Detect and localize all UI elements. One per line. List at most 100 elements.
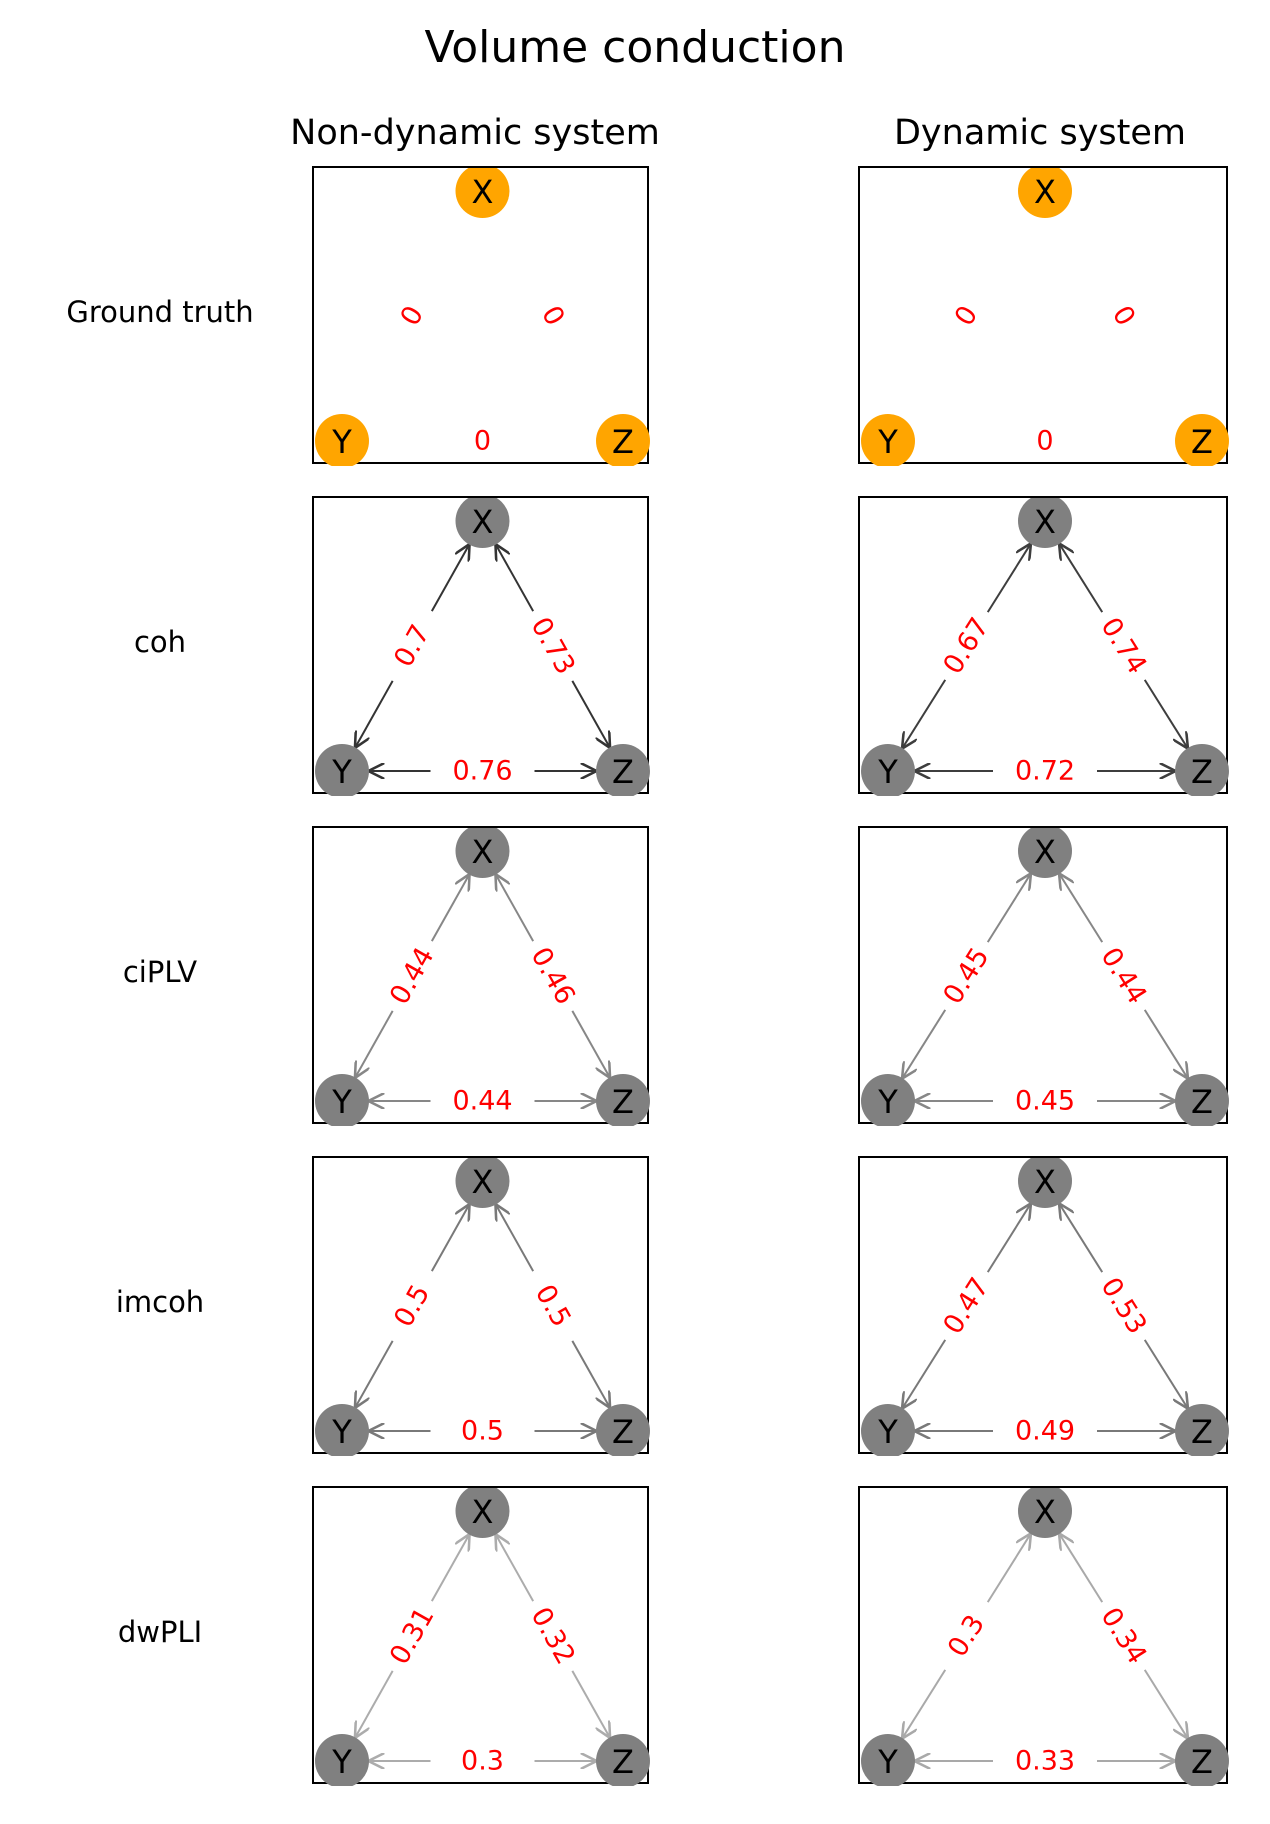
edge-label-yz: 0 — [1036, 426, 1053, 457]
node-label-x: X — [1034, 833, 1056, 871]
node-label-z: Z — [612, 423, 634, 461]
node-y — [315, 744, 369, 796]
edge-label-xy: 0.45 — [937, 942, 995, 1009]
edge-label-yz: 0.33 — [1015, 1746, 1075, 1777]
node-label-x: X — [1034, 1493, 1056, 1531]
network-graph: 0.47 0.53 0.49 X Y Z — [861, 1158, 1229, 1456]
edge-xz-arrow-a — [1060, 545, 1104, 613]
edge-label-xz: 0.74 — [1094, 612, 1152, 679]
node-x — [455, 168, 510, 218]
network-graph: 0.5 0.5 0.5 X Y Z — [315, 1158, 650, 1456]
edge-label-xy: 0.67 — [937, 612, 995, 679]
edge-xy-arrow-b — [356, 1340, 394, 1407]
edge-xy-arrow-a — [986, 1205, 1030, 1273]
node-label-y: Y — [331, 423, 352, 461]
node-y — [861, 414, 915, 466]
edge-label-xy: 0.31 — [384, 1602, 440, 1670]
edge-label-yz: 0.3 — [461, 1746, 504, 1777]
edge-xz-arrow-b — [1143, 1009, 1187, 1077]
node-label-z: Z — [612, 1413, 634, 1451]
node-x — [1018, 1488, 1072, 1538]
node-label-y: Y — [331, 1083, 352, 1121]
column-header-non-dynamic: Non-dynamic system — [290, 113, 660, 153]
network-graph: 0.7 0.73 0.76 X Y Z — [315, 498, 650, 796]
node-z — [596, 1734, 650, 1786]
edge-xy-arrow-a — [430, 875, 469, 942]
edge-xz-arrow-b — [571, 1010, 609, 1077]
edge-xy-arrow-a — [430, 545, 469, 612]
edge-xz-arrow-b — [1143, 679, 1187, 747]
node-z — [596, 1404, 650, 1456]
edge-xz-arrow-a — [496, 545, 535, 612]
edge-xy-arrow-b — [903, 1339, 947, 1407]
edge-label-xz: 0.53 — [1094, 1272, 1152, 1339]
network-panel: 0.31 0.32 0.3 X Y Z — [312, 1486, 650, 1786]
edge-label-xz: 0.5 — [529, 1280, 577, 1333]
network-graph: 0.31 0.32 0.3 X Y Z — [315, 1488, 650, 1786]
edge-label-xy: 0.44 — [384, 942, 440, 1010]
node-label-z: Z — [1191, 423, 1213, 461]
network-panel: 0.5 0.5 0.5 X Y Z — [312, 1156, 650, 1456]
node-label-z: Z — [1191, 1743, 1213, 1781]
edge-xy-arrow-b — [356, 680, 394, 747]
edge-xy-arrow-a — [430, 1205, 469, 1272]
node-y — [315, 1734, 369, 1786]
edge-xz-arrow-a — [496, 875, 535, 942]
node-label-y: Y — [877, 423, 898, 461]
node-label-z: Z — [1191, 1083, 1213, 1121]
node-z — [596, 744, 650, 796]
edge-label-xz: 0.32 — [525, 1602, 581, 1670]
row-label: coh — [133, 625, 187, 659]
edge-xy-arrow-b — [903, 1669, 947, 1737]
node-label-x: X — [472, 833, 494, 871]
edge-xz-arrow-b — [571, 680, 609, 747]
node-label-x: X — [472, 173, 494, 211]
node-label-x: X — [472, 1163, 494, 1201]
edge-label-xz: 0.46 — [525, 942, 581, 1010]
network-panel: 0.44 0.46 0.44 X Y Z — [312, 826, 650, 1126]
edge-label-xy: 0 — [949, 300, 984, 331]
edge-label-yz: 0.45 — [1015, 1086, 1075, 1117]
column-header-dynamic: Dynamic system — [893, 113, 1186, 153]
edge-label-xy: 0 — [395, 301, 430, 331]
node-label-z: Z — [612, 1743, 634, 1781]
edge-label-xz: 0.44 — [1094, 942, 1152, 1009]
node-y — [861, 744, 915, 796]
node-y — [861, 1734, 915, 1786]
edge-xy-arrow-a — [986, 545, 1030, 613]
node-x — [455, 1488, 510, 1538]
network-graph: 0.45 0.44 0.45 X Y Z — [861, 828, 1229, 1126]
node-label-x: X — [472, 503, 494, 541]
edge-xz-arrow-a — [496, 1535, 535, 1602]
node-label-y: Y — [331, 1413, 352, 1451]
network-panel: 0 0 0 X Y Z — [312, 166, 650, 466]
node-label-y: Y — [331, 753, 352, 791]
edge-xy-arrow-b — [903, 1009, 947, 1077]
node-label-x: X — [1034, 1163, 1056, 1201]
edge-label-yz: 0.72 — [1015, 756, 1075, 787]
network-graph: 0.44 0.46 0.44 X Y Z — [315, 828, 650, 1126]
node-x — [1018, 1158, 1072, 1208]
edge-label-xy: 0.3 — [942, 1610, 991, 1663]
network-panel: 0.7 0.73 0.76 X Y Z — [312, 496, 650, 796]
node-label-z: Z — [612, 1083, 634, 1121]
network-panel: 0.47 0.53 0.49 X Y Z — [858, 1156, 1229, 1456]
edge-xy-arrow-b — [356, 1010, 394, 1077]
edge-label-xz: 0.34 — [1094, 1602, 1152, 1669]
network-panel: 0.3 0.34 0.33 X Y Z — [858, 1486, 1229, 1786]
node-z — [1175, 414, 1229, 466]
edge-xz-arrow-b — [571, 1340, 609, 1407]
edge-label-xz: 0.73 — [525, 612, 581, 680]
node-z — [596, 414, 650, 466]
edge-label-yz: 0.76 — [452, 756, 512, 787]
node-label-z: Z — [612, 753, 634, 791]
node-x — [1018, 168, 1072, 218]
edge-label-xy: 0.47 — [937, 1272, 995, 1339]
node-label-z: Z — [1191, 1413, 1213, 1451]
node-x — [455, 828, 510, 878]
network-graph: 0 0 0 X Y Z — [861, 168, 1229, 466]
edge-xz-arrow-a — [496, 1205, 535, 1272]
edge-xy-arrow-a — [430, 1535, 469, 1602]
edge-label-yz: 0.5 — [461, 1416, 504, 1447]
network-graph: 0.3 0.34 0.33 X Y Z — [861, 1488, 1229, 1786]
